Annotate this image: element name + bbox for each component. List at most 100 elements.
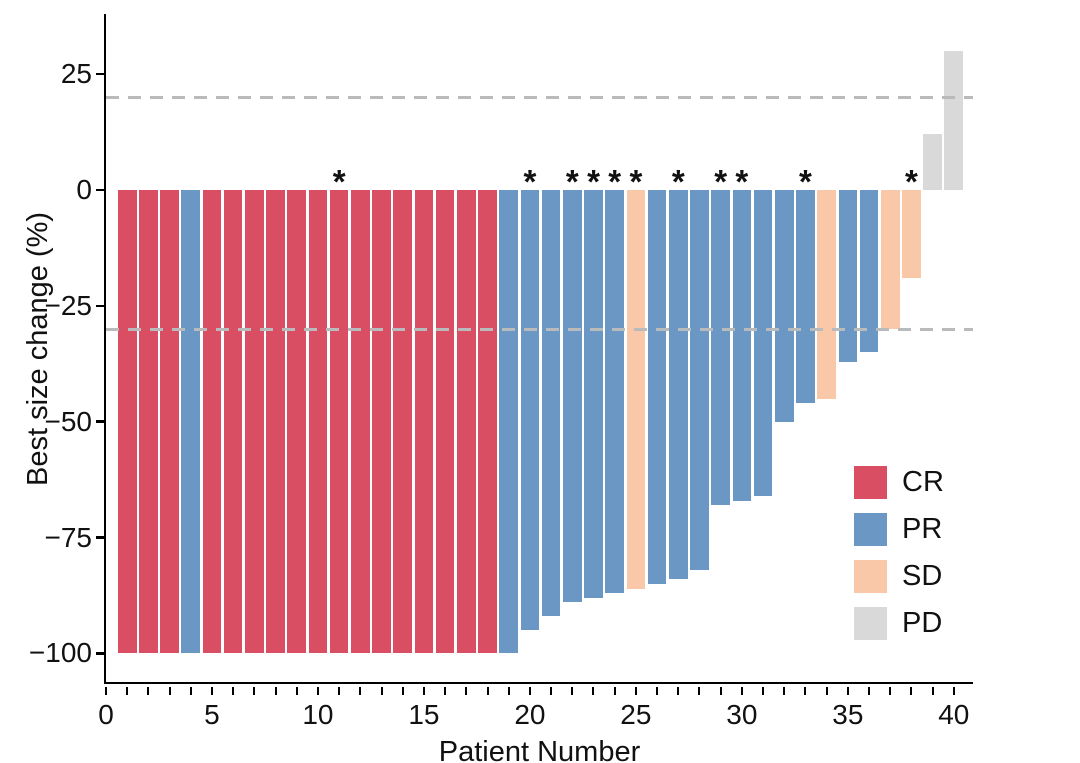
y-tick-label-0: 0 [76,174,92,206]
x-tick-31 [762,687,765,695]
x-tick-21 [550,687,553,695]
y-tick--25 [96,304,104,308]
x-tick-39 [931,687,934,695]
bar-patient-33-pr [796,190,815,404]
bar-patient-40-pd [944,51,964,191]
x-tick-37 [889,687,892,695]
y-tick--75 [96,536,104,539]
bar-patient-20-pr [520,190,540,631]
legend-item-pd: PD [854,607,944,640]
x-tick-9 [295,687,298,695]
x-tick-label-5: 5 [204,699,220,730]
bar-patient-24-pr [605,190,624,594]
bar-patient-32-pr [774,190,794,422]
x-tick-label-20: 20 [514,699,546,730]
y-tick--50 [96,420,104,423]
significance-asterisk-patient-38: * [904,163,918,201]
x-tick-5 [210,687,213,695]
bar-patient-12-cr [351,190,370,654]
x-tick-38 [910,687,913,695]
x-tick-8 [274,687,277,695]
y-tick-0 [96,188,104,192]
reference-line--30 [106,327,973,331]
legend-item-pr: PR [854,513,944,546]
x-tick-label-0: 0 [98,699,114,730]
bar-patient-21-pr [541,190,561,617]
x-tick-15 [422,687,425,695]
x-tick-12 [359,687,362,695]
x-tick-24 [613,687,616,695]
y-tick--100 [96,652,104,655]
bar-patient-22-pr [562,190,582,603]
significance-asterisk-patient-22: * [565,163,579,201]
x-tick-34 [825,687,828,695]
legend-label-sd: SD [902,560,943,592]
bar-patient-11-cr [329,190,349,654]
legend-label-pd: PD [902,607,943,639]
bar-patient-30-pr [732,190,752,501]
x-tick-13 [380,687,383,695]
bar-patient-16-cr [435,190,455,654]
bar-patient-38-sd [902,190,921,279]
legend-swatch-pr [854,513,887,546]
significance-asterisk-patient-24: * [608,163,622,201]
bar-patient-9-cr [287,190,307,654]
significance-asterisk-patient-25: * [629,163,643,201]
bar-patient-3-cr [160,190,179,654]
bar-patient-14-cr [393,190,413,654]
x-tick-label-35: 35 [832,699,864,730]
x-tick-label-25: 25 [620,699,652,730]
legend-swatch-cr [854,466,887,499]
reference-line-20 [106,95,973,99]
bar-patient-15-cr [414,190,434,654]
bar-patient-7-cr [245,190,264,654]
significance-asterisk-patient-20: * [523,163,537,201]
bar-patient-36-pr [859,190,879,353]
x-tick-0 [105,687,107,695]
plot-panel: * * * * * * * * * * * 0 5 10 15 20 25 30 35 40 25 0 −25 −50 −7… [22,14,973,763]
legend-swatch-pd [854,607,887,640]
x-tick-28 [698,687,701,695]
x-tick-30 [740,687,743,695]
bar-patient-31-pr [753,190,773,496]
y-tick-label--25: −25 [44,289,93,321]
bar-patient-29-pr [711,190,730,506]
x-tick-14 [401,687,404,695]
x-tick-33 [804,687,807,695]
x-tick-10 [316,687,319,695]
x-tick-22 [571,687,574,695]
x-tick-label-40: 40 [938,699,970,730]
bar-patient-35-pr [838,190,858,362]
x-tick-4 [189,687,192,695]
bar-patient-1-cr [117,190,137,654]
significance-asterisk-patient-30: * [735,163,749,201]
bar-patient-6-cr [223,190,243,654]
x-axis-title: Patient Number [438,736,641,763]
bar-patient-26-pr [647,190,667,584]
x-tick-26 [656,687,659,695]
x-tick-11 [338,687,341,695]
bar-patient-28-pr [690,190,709,570]
bar-patient-2-cr [139,190,158,654]
x-tick-27 [677,687,680,695]
significance-asterisk-patient-11: * [332,163,346,201]
x-tick-23 [592,687,595,695]
bar-patient-27-pr [668,190,688,580]
y-axis-title: Best size change (%) [22,212,54,487]
legend: CR PR SD PD [854,466,944,654]
x-tick-6 [232,687,235,695]
x-tick-2 [147,687,150,695]
x-tick-label-30: 30 [726,699,758,730]
x-tick-17 [465,687,468,695]
legend-swatch-sd [854,560,887,593]
bar-patient-25-sd [626,190,646,589]
legend-label-pr: PR [902,513,943,545]
bar-patient-19-pr [499,190,519,654]
significance-asterisk-patient-23: * [587,163,600,201]
bar-patient-39-pd [923,134,942,191]
y-tick-label--50: −50 [44,405,93,437]
y-tick-label--75: −75 [44,521,93,553]
y-tick-label--100: −100 [28,637,92,669]
bar-patient-10-cr [308,190,328,654]
x-tick-25 [634,687,637,695]
